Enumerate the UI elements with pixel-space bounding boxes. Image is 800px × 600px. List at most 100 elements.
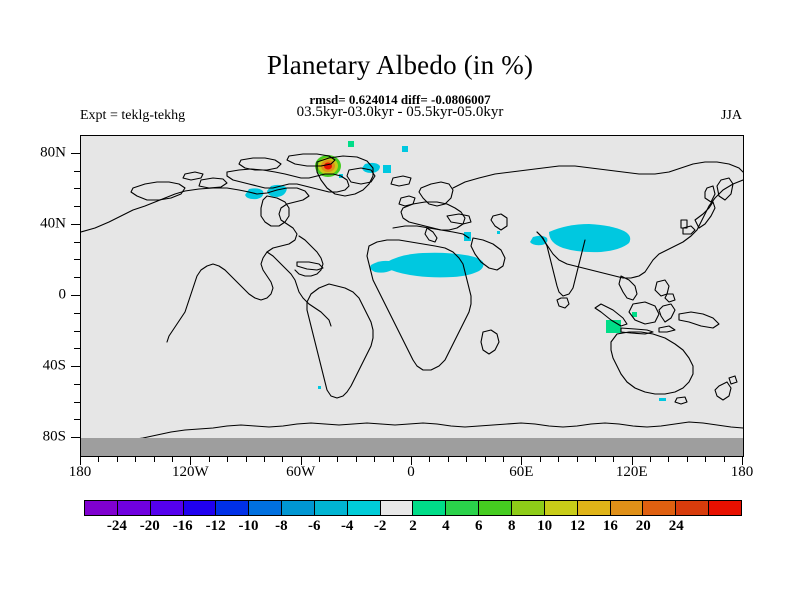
anomaly-baffin2 [383,165,391,173]
coast-timor [658,325,676,333]
coast-baffin [346,167,376,185]
coast-arabia [470,237,506,271]
x-axis-tick [447,456,449,462]
x-axis-tick [98,456,100,462]
y-axis-tick [71,366,80,368]
colorbar-swatch [413,501,447,515]
coast-kamchatka [716,177,734,201]
colorbar-tick-label: 8 [507,518,516,534]
y-axis-label: 40S [42,357,66,374]
coast-black-sea [446,213,472,225]
colorbar-tick-label: 16 [602,518,618,534]
coast-alaska [130,181,186,201]
y-axis-label: 80S [42,428,66,445]
page-title: Planetary Albedo (in %) [266,50,534,80]
experiment-label: Expt = teklg-tekhg [80,108,186,123]
colorbar-swatch [249,501,283,515]
x-axis-tick [411,456,412,465]
colorbar-swatch [577,501,611,515]
colorbar-swatch [183,501,217,515]
colorbar-swatch [643,501,677,515]
colorbar-swatch [117,501,151,515]
x-axis-tick [613,456,615,462]
coast-europe [400,201,466,231]
coast-sri-lanka [556,297,570,309]
coast-central-america [266,251,332,327]
x-axis-label: 0 [407,464,415,480]
coast-caspian [490,213,508,231]
x-axis-label: 60E [509,464,534,480]
anomaly-baffin [362,162,380,173]
x-axis-tick [153,456,155,462]
y-axis-tick [74,312,80,314]
subtitle-periods: 03.5kyr-03.0kyr - 05.5kyr-05.0kyr [296,104,504,120]
coastlines-layer [81,153,743,443]
map-plot-area [80,135,744,457]
coast-scandinavia [418,181,454,207]
x-axis-tick [576,456,578,462]
x-axis-tick [116,456,118,462]
anomaly-southern-ocean2 [318,386,321,389]
coast-indochina [618,275,638,301]
coast-canada-islands-4 [182,171,204,181]
anomaly-southern-ocean [659,398,666,401]
antarctic-ice-band [81,438,743,456]
coast-canada-islands-1 [238,157,282,171]
x-axis-tick [594,456,596,462]
x-axis-tick [245,456,247,462]
colorbar-swatch [282,501,315,515]
x-axis-tick [558,456,560,462]
colorbar-tick-label: -6 [308,518,321,534]
colorbar-tick-label: 20 [635,518,651,534]
coast-south-america [306,283,374,399]
x-axis-label: 180 [68,464,92,480]
x-axis-tick [208,456,210,462]
coast-tasmania [674,396,688,405]
y-axis-tick [74,170,80,172]
coast-africa [366,239,472,371]
x-axis-tick [668,456,670,462]
y-axis-tick [74,206,80,208]
coast-new-guinea [678,311,720,329]
coast-philippines2 [664,293,676,303]
coast-australia [610,331,694,395]
colorbar-swatch [676,501,710,515]
x-axis-tick [282,456,284,462]
coast-asia-east [536,179,743,279]
map-background [81,136,743,456]
colorbar-tick-label: -20 [139,518,160,534]
x-axis-tick [650,456,652,462]
x-axis-tick [484,456,486,462]
x-axis-tick [337,456,339,462]
colorbar-tick-label: -4 [340,518,354,534]
colorbar-swatch [314,501,348,515]
coast-canada-islands-3 [198,177,228,189]
y-axis-tick [74,188,80,190]
x-axis-tick [686,456,688,462]
colorbar-tick-label: -2 [373,518,387,534]
coast-canada-arctic [226,168,350,193]
x-axis-label: 180 [730,464,754,480]
x-axis-tick [227,456,229,462]
colorbar-tick-label: 4 [442,518,450,534]
coast-sakhalin [704,185,716,203]
map-inner [81,136,743,456]
coast-india [536,231,586,297]
world-map-svg [81,136,743,456]
x-axis-tick [355,456,357,462]
subtitle-rmsd: rmsd= 0.624014 diff= -0.0806007 [309,92,491,107]
season-label: JJA [720,108,742,123]
colorbar-swatch [85,501,118,515]
colorbar-swatch [511,501,545,515]
colorbar-swatch [380,501,414,515]
coast-madagascar [480,329,500,355]
coast-new-zealand [714,381,732,401]
y-axis-label: 40N [40,215,66,232]
y-axis-tick [71,223,80,225]
x-axis-tick [319,456,321,462]
colorbar-swatch [479,501,512,515]
colorbar-tick-label: 24 [668,518,684,534]
coast-greenland [316,155,374,197]
x-axis-tick [429,456,431,462]
colorbar-tick-label: 2 [409,518,417,534]
